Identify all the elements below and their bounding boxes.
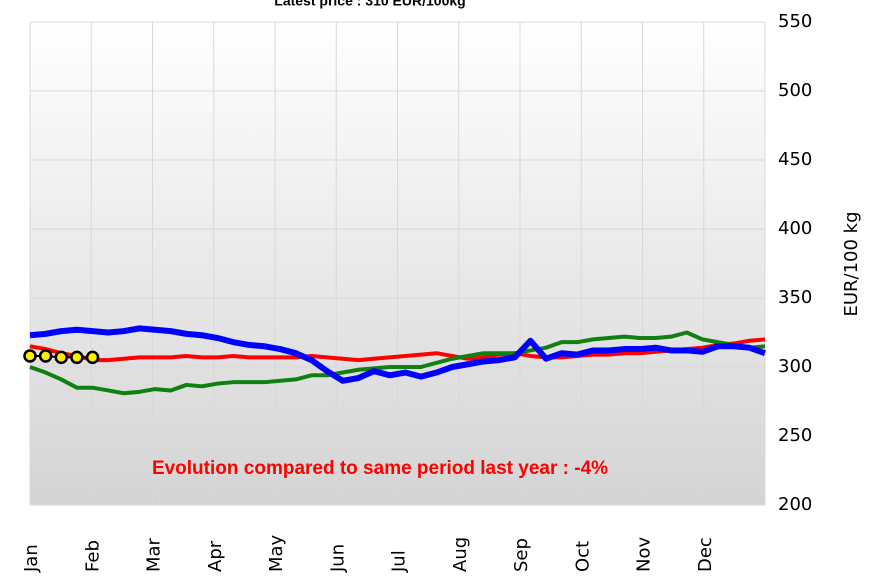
x-tick-label: Mar (144, 537, 165, 572)
data-point (54, 350, 69, 365)
y-tick-label: 350 (778, 287, 812, 308)
y-tick-label: 450 (778, 149, 812, 170)
x-tick-label: Apr (205, 540, 226, 572)
data-point (85, 350, 100, 365)
y-tick-label: 500 (778, 80, 812, 101)
y-tick-label: 550 (778, 11, 812, 32)
x-tick-label: Jun (327, 544, 348, 573)
series-line (29, 325, 766, 384)
data-point (70, 350, 84, 365)
x-tick-label: Nov (634, 537, 655, 572)
x-tick-label: Jan (21, 544, 42, 573)
y-axis-label: EUR/100 kg (841, 211, 862, 316)
chart-title: Latest price : 310 EUR/100kg (274, 0, 465, 9)
series-line (29, 330, 766, 396)
y-tick-label: 400 (778, 218, 812, 239)
x-tick-label: Dec (695, 537, 716, 572)
y-tick-label: 250 (778, 425, 812, 446)
y-tick-label: 200 (778, 494, 812, 515)
x-tick-label: Feb (82, 540, 103, 572)
data-point (38, 349, 53, 363)
y-tick-label: 300 (778, 356, 812, 377)
series-line (29, 337, 766, 363)
x-tick-label: Jul (389, 550, 410, 573)
annotation: Evolution compared to same period last y… (152, 458, 608, 479)
x-tick-label: May (266, 534, 287, 572)
x-tick-label: Oct (572, 541, 593, 572)
x-tick-label: Sep (511, 538, 532, 572)
data-point (23, 349, 37, 363)
x-tick-label: Aug (450, 537, 471, 572)
